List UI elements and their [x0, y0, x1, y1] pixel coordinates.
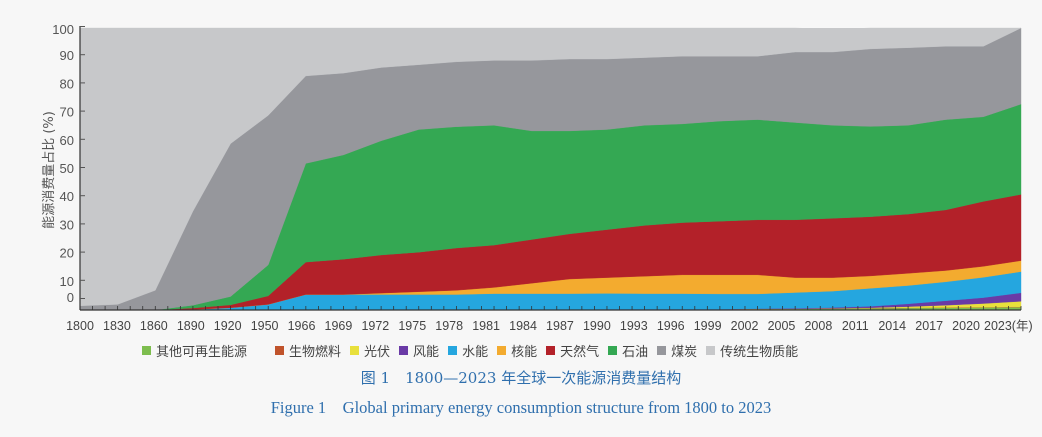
x-tick-label: 1890 [177, 319, 205, 333]
x-tick-label: 2002 [731, 319, 759, 333]
x-tick-label: 1981 [472, 319, 500, 333]
legend-swatch [275, 345, 285, 355]
x-tick-label: 1984 [509, 319, 537, 333]
x-tick-label: 1920 [214, 319, 242, 333]
legend-item-natural-gas: 天然气 [546, 341, 599, 360]
y-tick-label: 90 [60, 48, 74, 63]
legend-item-oil: 石油 [608, 341, 648, 360]
legend-swatch [142, 345, 151, 355]
legend-item-solar: 光伏 [350, 341, 390, 360]
y-tick-label: 80 [60, 76, 74, 91]
legend-label: 其他可再生能源 [156, 344, 248, 360]
legend-item-hydro: 水能 [448, 341, 488, 360]
legend-item-wind: 风能 [399, 341, 439, 360]
y-tick-label: 50 [60, 161, 74, 176]
x-tick-label: 2023(年) [984, 319, 1033, 333]
legend-item-nuclear: 核能 [497, 341, 537, 360]
x-tick-label: 1969 [325, 319, 353, 333]
x-tick-label: 1972 [361, 319, 389, 333]
legend-swatch [399, 345, 409, 355]
legend-item-coal: 煤炭 [657, 341, 697, 360]
x-tick-label: 1830 [103, 319, 131, 333]
area-series-group [79, 27, 1022, 311]
area-traditional-biomass [79, 27, 1022, 307]
x-tick-label: 1990 [583, 319, 611, 333]
legend-item-other-renewables: 其他可再生能源 [142, 341, 247, 360]
legend-swatch [448, 345, 458, 355]
legend-label: 核能 [511, 344, 538, 360]
legend-swatch [497, 345, 507, 355]
x-axis-ticks: 1800 1830 1860 1890 1920 1950 1966 1969 1972 1975… [66, 306, 1033, 333]
legend-swatch [657, 345, 667, 355]
x-tick-label: 2014 [878, 319, 906, 333]
y-tick-label: 100 [52, 22, 74, 37]
legend: 其他可再生能源 生物燃料 光伏 风能 水能 核能 天然气 石油 煤炭 传统生物质… [142, 340, 807, 360]
y-tick-label: 60 [60, 133, 74, 148]
x-tick-label: 2011 [842, 319, 869, 333]
y-axis-title: 能源消费量占比 (%) [42, 111, 57, 229]
legend-label: 煤炭 [671, 344, 698, 360]
legend-label: 生物燃料 [289, 344, 342, 360]
legend-label: 水能 [462, 344, 489, 360]
legend-item-traditional-biomass: 传统生物质能 [706, 341, 798, 360]
y-tick-label: 70 [60, 105, 74, 120]
x-tick-label: 1950 [251, 319, 279, 333]
x-tick-label: 2008 [804, 319, 832, 333]
legend-swatch [706, 345, 716, 355]
x-tick-label: 1800 [66, 319, 94, 333]
x-tick-label: 1978 [435, 319, 463, 333]
y-tick-label: 10 [60, 274, 74, 289]
x-tick-label: 1996 [657, 319, 685, 333]
x-tick-label: 2005 [768, 319, 796, 333]
y-tick-label: 20 [60, 246, 74, 261]
legend-label: 风能 [413, 344, 440, 360]
x-tick-label: 2017 [915, 319, 943, 333]
figure-caption-english: Figure 1 Global primary energy consumpti… [270, 398, 772, 417]
y-tick-label: 0 [67, 290, 74, 305]
legend-label: 石油 [622, 344, 649, 360]
legend-item-biofuels: 生物燃料 [275, 341, 341, 360]
x-tick-label: 1860 [140, 319, 168, 333]
y-axis-ticks: 010 20 30 40 50 60 70 80 90 100 [52, 22, 85, 305]
legend-swatch [546, 345, 556, 355]
legend-label: 天然气 [560, 344, 600, 360]
legend-swatch [350, 345, 360, 355]
legend-label: 光伏 [364, 344, 391, 360]
y-tick-label: 40 [60, 189, 74, 204]
legend-swatch [608, 345, 618, 355]
x-tick-label: 1999 [694, 319, 722, 333]
x-tick-label: 1975 [398, 319, 426, 333]
legend-label: 传统生物质能 [720, 344, 799, 360]
x-tick-label: 1987 [546, 319, 574, 333]
figure-caption-chinese: 图 1 1800—2023 年全球一次能源消费量结构 [360, 369, 682, 387]
y-tick-label: 30 [60, 217, 74, 232]
x-tick-label: 1966 [288, 319, 316, 333]
x-tick-label: 2020 [952, 319, 980, 333]
x-tick-label: 1993 [620, 319, 648, 333]
